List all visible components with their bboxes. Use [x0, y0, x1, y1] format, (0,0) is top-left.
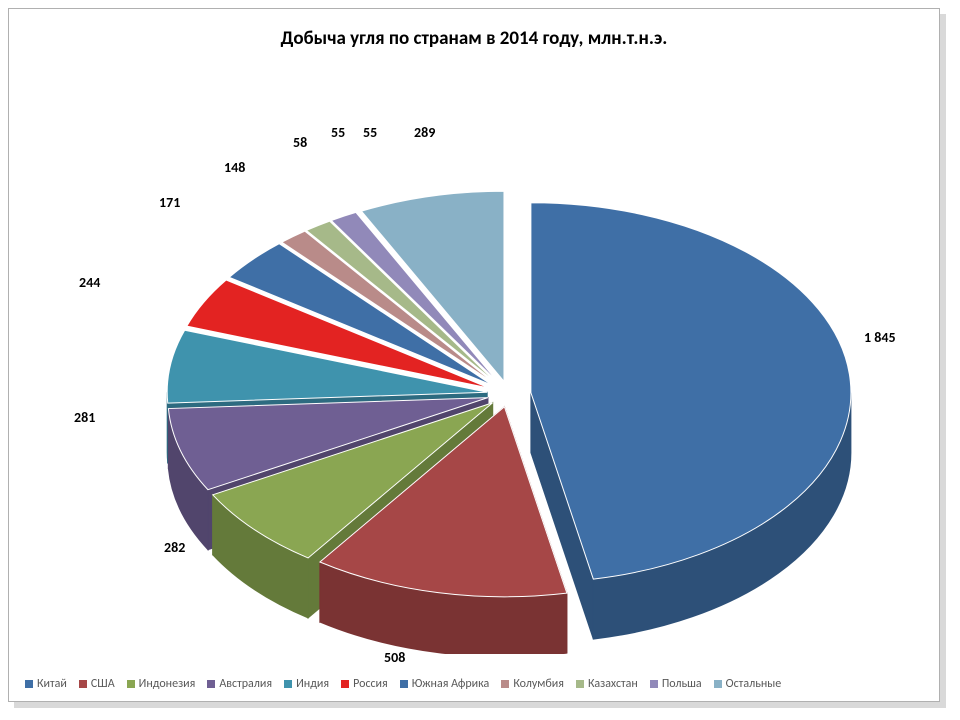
legend-label: Колумбия	[513, 677, 564, 691]
legend-label: Польша	[662, 677, 702, 691]
legend-item: Индия	[284, 677, 329, 691]
data-label: 244	[79, 274, 100, 291]
chart-panel: Добыча угля по странам в 2014 году, млн.…	[8, 8, 940, 702]
legend-swatch	[501, 680, 509, 688]
legend-swatch	[207, 680, 215, 688]
legend-label: Казахстан	[588, 677, 638, 691]
legend-item: Казахстан	[576, 677, 638, 691]
legend-label: США	[91, 677, 115, 691]
legend-swatch	[650, 680, 658, 688]
data-label: 508	[384, 649, 405, 666]
legend-swatch	[341, 680, 349, 688]
legend: Китай США Индонезия Австралия Индия Россия Южн…	[19, 673, 929, 695]
legend-label: Индия	[296, 677, 329, 691]
legend-swatch	[127, 680, 135, 688]
legend-swatch	[284, 680, 292, 688]
legend-item: Польша	[650, 677, 702, 691]
legend-item: США	[79, 677, 115, 691]
data-label: 55	[363, 124, 377, 141]
legend-item: Южная Африка	[400, 677, 490, 691]
legend-swatch	[576, 680, 584, 688]
data-label: 289	[414, 124, 435, 141]
legend-label: Китай	[37, 677, 67, 691]
legend-item: Китай	[25, 677, 67, 691]
legend-label: Южная Африка	[412, 677, 490, 691]
legend-swatch	[714, 680, 722, 688]
legend-label: Австралия	[219, 677, 272, 691]
legend-item: Колумбия	[501, 677, 564, 691]
legend-label: Индонезия	[139, 677, 196, 691]
legend-item: Остальные	[714, 677, 782, 691]
data-label: 55	[331, 124, 345, 141]
data-label: 58	[293, 134, 307, 151]
data-label: 1 845	[864, 329, 896, 346]
legend-item: Индонезия	[127, 677, 196, 691]
chart-title: Добыча угля по странам в 2014 году, млн.…	[9, 27, 939, 50]
data-label: 281	[74, 409, 95, 426]
legend-item: Австралия	[207, 677, 272, 691]
data-label: 148	[224, 159, 245, 176]
chart-frame: Добыча угля по странам в 2014 году, млн.…	[0, 0, 960, 720]
legend-item: Россия	[341, 677, 388, 691]
legend-label: Остальные	[726, 677, 782, 691]
data-label: 282	[164, 539, 185, 556]
legend-label: Россия	[353, 677, 388, 691]
legend-swatch	[400, 680, 408, 688]
legend-swatch	[25, 680, 33, 688]
pie-chart: 1 845508282281244171148585555289	[9, 64, 941, 654]
data-label: 171	[159, 194, 180, 211]
legend-swatch	[79, 680, 87, 688]
pie-svg	[9, 64, 941, 654]
